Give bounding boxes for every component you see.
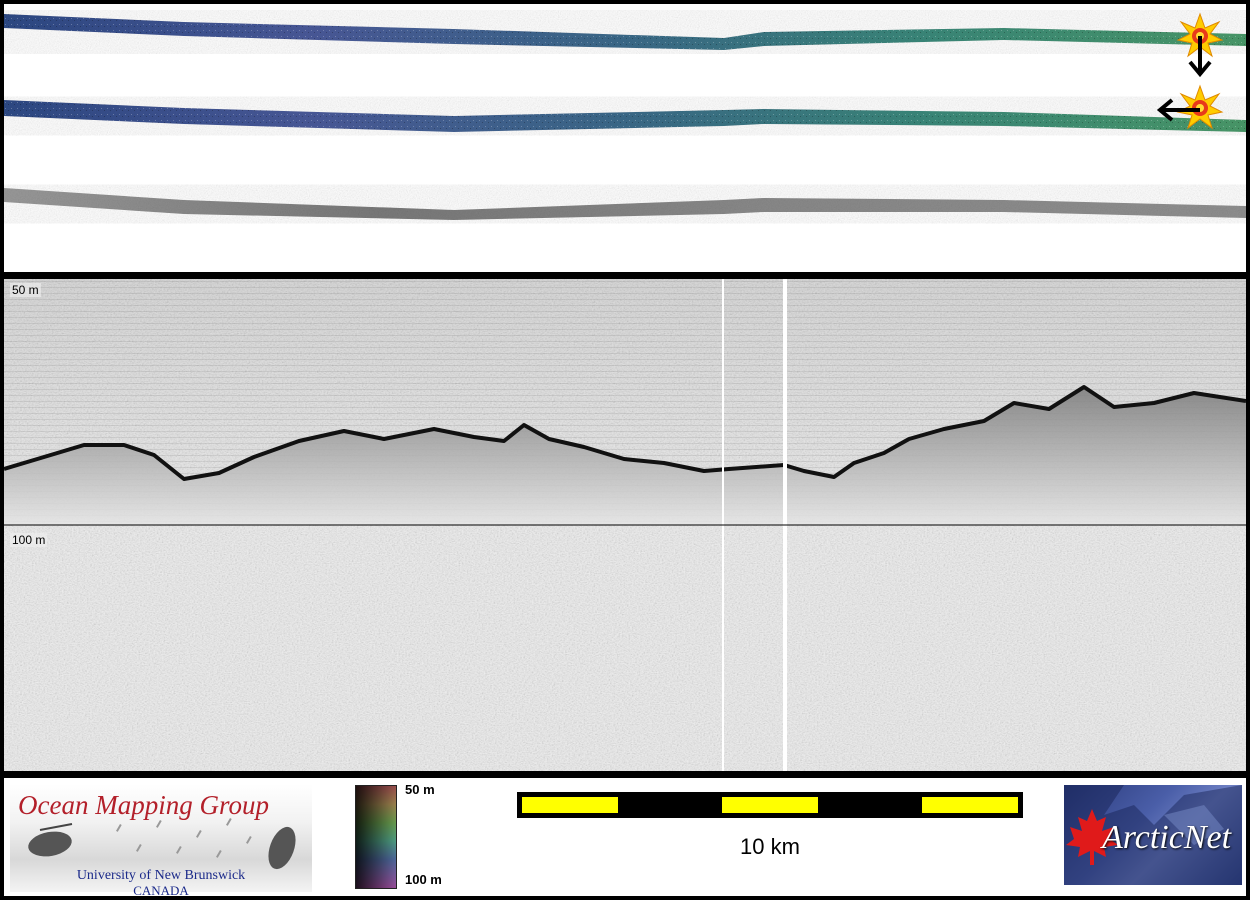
arcticnet-logo-name: ArcticNet (1102, 819, 1232, 856)
scale-bar (517, 792, 1023, 818)
backscatter-strip-lower (4, 188, 1246, 220)
scale-bar-segment-2 (722, 797, 818, 813)
swath-strips-svg (4, 12, 1246, 220)
subbottom-profile-svg (4, 279, 1246, 771)
maple-leaf-icon (1066, 809, 1118, 865)
omg-logo-country: CANADA (133, 883, 189, 896)
scale-bar-label: 10 km (740, 834, 800, 859)
omg-logo-university: University of New Brunswick (76, 868, 246, 883)
colorbar-bottom-label: 100 m (405, 872, 442, 887)
legend-footer-panel: Ocean Mapping Group University of New Br… (4, 778, 1246, 896)
scale-bar-segment-1 (522, 797, 618, 813)
depth-colorbar (355, 785, 397, 889)
depth-label-50m: 50 m (10, 283, 41, 297)
arrow-left-icon (1156, 98, 1200, 122)
subseafloor-returns (4, 387, 1246, 525)
subbottom-profile-panel: 50 m 100 m (4, 279, 1246, 771)
colorbar-top-label: 50 m (405, 782, 435, 797)
seafloor-reflector (4, 385, 1246, 481)
swath-strips-panel (4, 4, 1246, 272)
arrow-down-icon (1188, 36, 1212, 78)
depth-label-100m: 100 m (10, 533, 48, 547)
bathymetry-strip-upper-texture (4, 14, 1246, 50)
arcticnet-logo-graphic (1064, 785, 1242, 885)
ocean-mapping-group-logo: Ocean Mapping Group University of New Br… (10, 784, 312, 896)
omg-logo-graphic (28, 817, 296, 870)
omg-logo-title: Ocean Mapping Group (18, 790, 269, 820)
arcticnet-logo: ArcticNet (1064, 785, 1242, 885)
scale-bar-segment-3 (922, 797, 1018, 813)
bathymetry-strip-middle-texture (4, 100, 1246, 132)
